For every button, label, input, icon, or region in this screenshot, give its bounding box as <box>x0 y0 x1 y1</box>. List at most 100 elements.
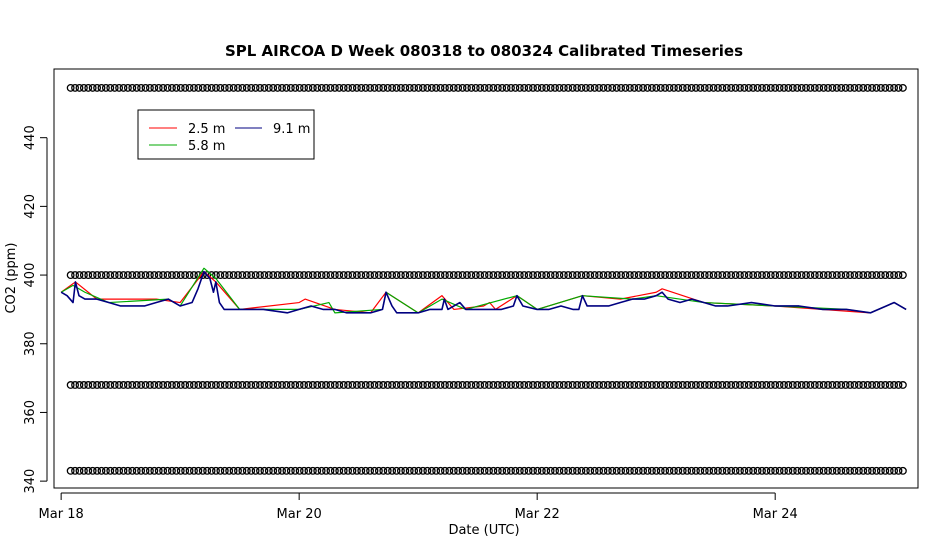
reference-marker <box>489 381 498 389</box>
reference-marker <box>163 83 172 92</box>
reference-marker <box>242 466 251 475</box>
reference-marker <box>577 381 586 389</box>
reference-marker <box>559 381 568 389</box>
reference-marker <box>617 466 626 475</box>
reference-marker <box>634 381 643 389</box>
reference-marker <box>564 466 573 475</box>
reference-marker <box>559 83 568 92</box>
reference-marker <box>238 83 247 92</box>
reference-marker <box>625 381 634 389</box>
reference-marker <box>119 381 128 389</box>
reference-marker <box>872 381 881 389</box>
reference-marker <box>643 466 652 475</box>
reference-marker <box>317 381 326 389</box>
reference-marker <box>639 381 648 389</box>
reference-marker <box>97 381 106 389</box>
reference-marker <box>251 271 260 280</box>
reference-marker <box>300 271 308 280</box>
reference-marker <box>295 83 304 92</box>
reference-marker <box>220 466 229 475</box>
y-tick-label: 340 <box>23 469 38 494</box>
reference-marker <box>762 381 771 389</box>
reference-marker <box>150 466 159 475</box>
reference-marker <box>97 466 106 475</box>
reference-marker <box>859 83 868 92</box>
reference-marker <box>203 83 212 92</box>
reference-marker <box>198 381 207 389</box>
reference-marker <box>687 271 696 280</box>
reference-marker <box>859 271 868 280</box>
reference-marker <box>432 271 441 280</box>
reference-marker <box>674 271 683 280</box>
reference-marker <box>485 381 493 389</box>
reference-marker <box>304 381 313 389</box>
reference-marker <box>317 466 326 475</box>
reference-marker <box>401 83 410 92</box>
reference-marker <box>551 466 559 475</box>
reference-marker <box>269 466 278 475</box>
reference-marker <box>581 381 590 389</box>
reference-marker <box>366 271 375 280</box>
reference-marker <box>260 83 269 92</box>
reference-marker <box>414 381 423 389</box>
reference-marker <box>410 466 419 475</box>
reference-marker <box>511 381 520 389</box>
reference-marker <box>828 271 837 280</box>
reference-marker <box>256 381 264 389</box>
reference-marker <box>736 83 744 92</box>
reference-marker <box>612 83 621 92</box>
reference-marker <box>551 381 559 389</box>
reference-marker <box>524 381 533 389</box>
reference-marker <box>300 466 308 475</box>
reference-marker <box>780 271 788 280</box>
reference-marker <box>612 271 621 280</box>
reference-marker <box>167 271 176 280</box>
reference-marker <box>722 271 731 280</box>
reference-marker <box>595 83 604 92</box>
reference-marker <box>744 83 753 92</box>
reference-marker <box>339 83 348 92</box>
reference-marker <box>471 271 480 280</box>
reference-marker <box>216 83 225 92</box>
reference-marker <box>621 83 630 92</box>
reference-marker <box>727 83 736 92</box>
reference-marker <box>515 466 524 475</box>
reference-marker <box>388 381 397 389</box>
reference-marker <box>264 83 273 92</box>
reference-marker <box>357 271 366 280</box>
reference-marker <box>141 381 150 389</box>
reference-marker <box>832 381 841 389</box>
reference-marker <box>423 83 432 92</box>
reference-marker <box>854 381 863 389</box>
reference-marker <box>339 271 348 280</box>
reference-marker <box>669 381 678 389</box>
reference-marker <box>101 271 110 280</box>
reference-marker <box>282 381 291 389</box>
reference-marker <box>854 83 863 92</box>
reference-marker <box>401 271 410 280</box>
reference-marker <box>590 83 599 92</box>
reference-marker <box>480 381 489 389</box>
reference-marker <box>119 83 128 92</box>
reference-marker <box>366 466 375 475</box>
reference-marker <box>185 83 194 92</box>
reference-marker <box>718 271 727 280</box>
reference-marker <box>418 381 427 389</box>
reference-marker <box>669 271 678 280</box>
reference-marker <box>308 381 317 389</box>
reference-marker <box>154 381 163 389</box>
reference-marker <box>392 83 401 92</box>
reference-marker <box>480 466 489 475</box>
reference-marker <box>599 271 608 280</box>
reference-marker <box>440 381 449 389</box>
reference-marker <box>370 271 379 280</box>
reference-marker <box>577 466 586 475</box>
reference-marker <box>476 271 485 280</box>
reference-marker <box>617 381 626 389</box>
reference-marker <box>405 83 414 92</box>
reference-marker <box>581 466 590 475</box>
reference-marker <box>621 271 630 280</box>
reference-marker <box>330 381 339 389</box>
reference-marker <box>432 83 441 92</box>
reference-marker <box>256 83 264 92</box>
